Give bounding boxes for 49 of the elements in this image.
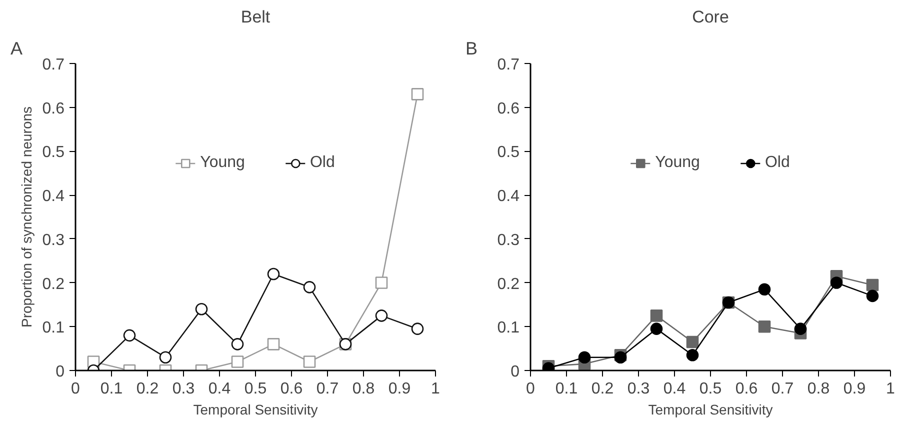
- y-tick-label: 0: [56, 364, 65, 380]
- x-tick-label: 0.5: [699, 380, 722, 398]
- y-tick-label: 0.6: [42, 100, 65, 118]
- y-tick-label: 0.1: [42, 320, 65, 337]
- text: A: [10, 38, 23, 58]
- x-tick-label: 0: [71, 380, 80, 398]
- y-tick-label: 0.7: [42, 56, 65, 74]
- y-tick-label: 0.3: [497, 232, 520, 249]
- x-tick-label: 0.8: [352, 380, 375, 398]
- x-tick-label: 0.1: [100, 380, 123, 398]
- x-tick-label: 0.6: [280, 380, 303, 398]
- x-tick-label: 0.9: [388, 380, 411, 398]
- y-tick-label: 0.1: [497, 320, 520, 337]
- legend-label: Young: [655, 154, 700, 172]
- legend-label: Old: [764, 154, 790, 172]
- x-axis-title: Temporal Sensitivity: [648, 402, 773, 418]
- x-tick-label: 0.6: [735, 380, 758, 398]
- y-tick-label: 0.6: [497, 100, 520, 118]
- y-tick-label: 0.5: [497, 144, 520, 162]
- x-tick-label: 0.2: [591, 380, 614, 398]
- legend-label: Old: [310, 154, 335, 172]
- x-tick-label: 0.4: [663, 380, 686, 398]
- x-tick-label: 1: [431, 380, 440, 398]
- chart-title: Belt: [240, 8, 270, 26]
- y-tick-label: 0.3: [42, 232, 65, 249]
- x-tick-label: 0.1: [555, 380, 578, 398]
- x-tick-label: 0.4: [208, 380, 231, 398]
- x-tick-label: 1: [886, 380, 896, 398]
- chart-title: Core: [692, 8, 729, 26]
- x-tick-label: 0.8: [807, 380, 830, 398]
- x-tick-label: 0.5: [244, 380, 267, 398]
- y-axis-title: Proportion of synchronized neurons: [18, 106, 34, 328]
- y-tick-label: 0.2: [42, 276, 65, 293]
- x-axis-title: Temporal Sensitivity: [193, 402, 318, 418]
- y-tick-label: 0.4: [42, 188, 65, 206]
- y-tick-label: 0: [510, 364, 520, 380]
- x-tick-label: 0.3: [627, 380, 650, 398]
- y-tick-label: 0.7: [497, 56, 520, 74]
- x-tick-label: 0: [526, 380, 536, 398]
- text: B: [466, 38, 478, 58]
- y-tick-label: 0.2: [497, 276, 520, 293]
- x-tick-label: 0.3: [172, 380, 195, 398]
- legend-label: Young: [200, 154, 245, 172]
- y-tick-label: 0.4: [497, 188, 520, 206]
- y-tick-label: 0.5: [42, 144, 65, 162]
- x-tick-label: 0.2: [136, 380, 159, 398]
- x-tick-label: 0.7: [771, 380, 794, 398]
- x-tick-label: 0.9: [843, 380, 866, 398]
- x-tick-label: 0.7: [316, 380, 339, 398]
